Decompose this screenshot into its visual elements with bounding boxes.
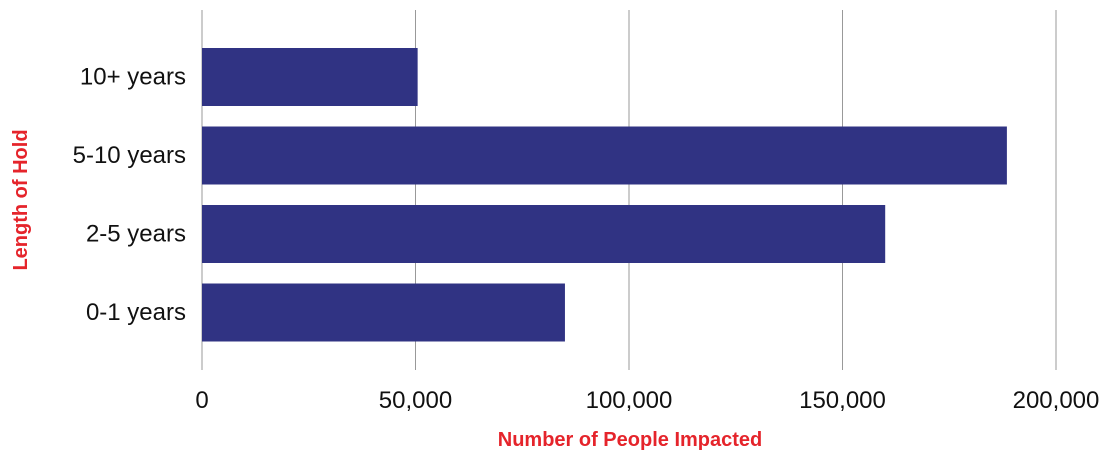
y-tick-label: 2-5 years: [86, 221, 186, 248]
x-tick-label: 0: [195, 387, 208, 414]
x-tick-label: 100,000: [586, 387, 673, 414]
y-axis-title: Length of Hold: [10, 129, 32, 270]
bar-10-years: [202, 48, 418, 106]
x-axis-title: Number of People Impacted: [498, 429, 763, 451]
bar-2-5-years: [202, 205, 886, 263]
y-tick-labels: 10+ years 5-10 years 2-5 years 0-1 years: [73, 64, 186, 327]
x-tick-labels: 0 50,000 100,000 150,000 200,000: [195, 387, 1099, 414]
bar-5-10-years: [202, 126, 1007, 185]
bar-0-1-years: [202, 283, 565, 342]
x-tick-label: 50,000: [379, 387, 452, 414]
x-tick-label: 200,000: [1013, 387, 1100, 414]
y-tick-label: 5-10 years: [73, 142, 186, 169]
y-tick-label: 0-1 years: [86, 299, 186, 326]
y-tick-label: 10+ years: [80, 64, 186, 91]
x-tick-label: 150,000: [799, 387, 886, 414]
bars: [202, 48, 1007, 342]
